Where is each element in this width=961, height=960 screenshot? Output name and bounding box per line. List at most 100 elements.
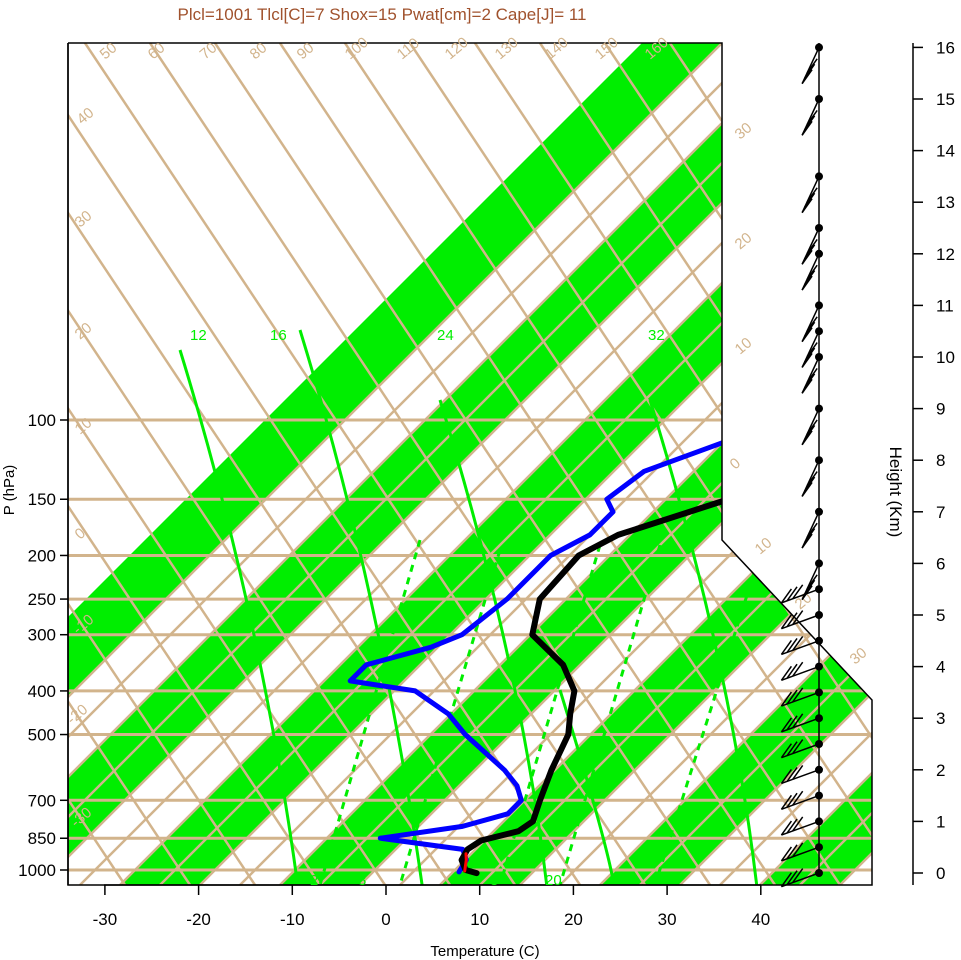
temperature-tick-label: 40 [751,910,770,929]
wind-barb-feather [804,347,816,363]
dry-adiabat-line [148,43,712,885]
wind-barb-feather [804,270,816,286]
wind-barb-feather [801,249,813,265]
pressure-tick-label: 500 [28,726,56,745]
wind-barb-feather [806,522,818,538]
wind-barb-feather [804,63,816,79]
dry-adiabat-label: 10 [752,534,776,558]
wind-barb-feather [806,264,818,280]
wind-barb-feather [780,769,793,784]
wind-barb-feather [780,820,793,836]
dry-adiabat-line [0,43,60,885]
wind-barb-feather [786,870,798,886]
dry-adiabat-label: 20 [732,229,756,253]
wind-barb-feather [804,528,816,544]
wind-barb-feather [792,687,804,703]
wind-barb-feather [792,584,804,600]
wind-barb-feather [780,640,793,655]
wind-barb-feather [806,238,818,254]
dry-adiabat-line [213,43,777,885]
pressure-tick-label: 1000 [18,861,56,880]
dry-adiabat-label: 30 [72,207,96,231]
height-axis-label: Height (Km) [886,447,905,538]
temperature-tick-label: -10 [280,910,305,929]
height-tick-label: 2 [936,761,945,780]
wind-barb-feather [804,373,816,389]
moist-band [68,43,722,885]
height-tick-label: 14 [936,142,955,161]
wind-barbs [780,43,823,888]
height-tick-label: 13 [936,193,955,212]
sounding-profiles [347,417,872,877]
wind-barb-feather [792,661,804,677]
height-tick-label: 12 [936,245,955,264]
wind-barb-feather [792,764,804,780]
pressure-tick-label: 150 [28,490,56,509]
height-tick-label: 15 [936,90,955,109]
temperature-tick-label: -20 [186,910,211,929]
dry-adiabat-label: 140 [542,34,572,63]
height-tick-label: 4 [936,658,945,677]
wind-barb-feather [801,327,813,343]
height-tick-label: 6 [936,554,945,573]
wind-barb-feather [786,818,798,834]
pressure-tick-label: 400 [28,682,56,701]
wind-barb-feather [792,868,804,884]
mixing-ratio-label: 12 [190,327,207,344]
dry-adiabat-line [68,43,387,885]
wind-barb-feather [806,574,818,590]
wind-barb-feather [786,663,798,679]
height-tick-label: 10 [936,348,955,367]
isotherm-line [639,43,872,885]
wind-barb-feather [786,844,798,860]
wind-barb-feather [801,533,813,549]
dry-adiabat-line [408,43,872,885]
mixing-ratio-line [558,689,617,885]
wind-barb-feather [780,614,793,630]
temperature-tick-label: 10 [470,910,489,929]
wind-barb-feather [806,367,818,383]
wind-barb-feather [792,790,804,806]
pressure-tick-label: 300 [28,626,56,645]
wind-barb-feather [780,872,793,888]
mixing-ratio-label: 20 [545,872,562,889]
isotherm-line [479,43,872,885]
dry-adiabat-line [930,43,961,885]
dry-adiabat-line [278,43,842,885]
wind-barb-feather [786,715,798,731]
dry-adiabat-label: 110 [394,35,423,63]
dry-adiabat-line [68,43,322,885]
wind-barb-feather [780,846,793,862]
dry-adiabat-label: 120 [442,34,472,63]
dry-adiabat-label: 30 [847,644,871,668]
height-tick-label: 7 [936,503,945,522]
moist-band [440,43,872,885]
dry-adiabat-label: 0 [727,455,744,473]
wind-barb-feather [780,717,793,733]
wind-barb-feather [804,244,816,260]
wind-barb-feather [806,187,818,203]
wind-barb-feather [801,353,813,368]
dry-adiabat-label: 150 [592,34,622,63]
mixing-ratio-label: 8 [490,872,498,889]
height-tick-label: 0 [936,864,945,883]
wind-barb-feather [804,476,816,492]
mixing-ratio-dashed-line [653,569,757,885]
wind-barb-feather [792,610,804,626]
pressure-tick-label: 700 [28,791,56,810]
height-tick-label: 11 [936,296,954,315]
dry-adiabat-label: 20 [792,589,816,613]
wind-barb-feather [801,198,813,214]
wind-barb-feather [786,792,798,808]
mixing-ratio-line [178,349,300,885]
wind-barb-feather [780,588,793,604]
dry-adiabat-label: 10 [732,334,756,358]
wind-barb-feather [792,816,804,832]
chart-title: Plcl=1001 Tlcl[C]=7 Shox=15 Pwat[cm]=2 C… [177,5,586,24]
wind-barb-feather [786,689,798,705]
wind-barb-feather [780,691,793,707]
dry-adiabat-label: 130 [492,34,522,63]
mixing-ratio-line [648,399,759,885]
